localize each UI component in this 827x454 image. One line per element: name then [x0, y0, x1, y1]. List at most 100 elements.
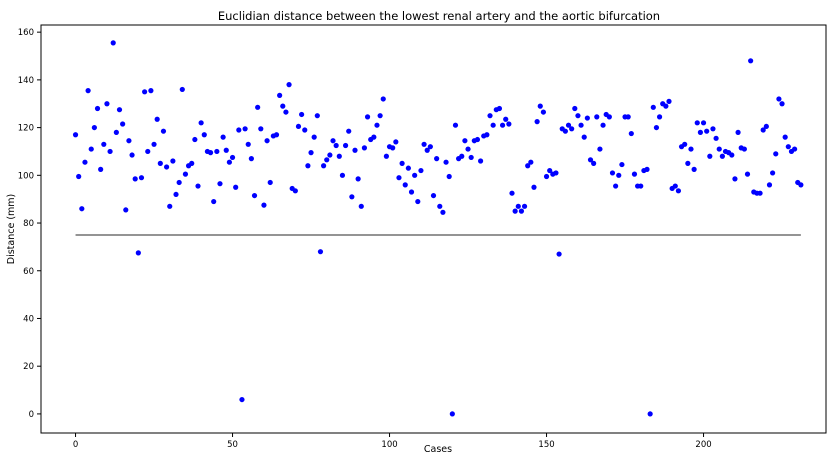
data-point: [245, 141, 251, 147]
data-point: [515, 203, 521, 209]
data-point: [418, 167, 424, 174]
data-point: [352, 147, 358, 153]
data-point: [773, 151, 779, 157]
data-point: [688, 146, 694, 152]
data-point: [321, 163, 327, 169]
data-point: [675, 188, 682, 194]
data-point: [584, 115, 590, 121]
data-point: [518, 208, 525, 214]
y-tick-label: 140: [18, 76, 34, 86]
data-point: [770, 170, 776, 176]
data-point: [364, 114, 371, 120]
data-point: [779, 101, 785, 107]
y-tick-label: 20: [23, 362, 34, 372]
data-point: [581, 134, 587, 140]
x-tick-label: 0: [73, 440, 78, 450]
data-point: [591, 160, 597, 166]
data-point: [151, 141, 157, 147]
data-point: [390, 145, 396, 151]
data-point: [402, 182, 408, 188]
x-tick-label: 150: [538, 440, 554, 450]
data-point: [644, 166, 650, 172]
data-point: [201, 132, 207, 138]
y-tick-label: 40: [23, 314, 34, 324]
data-point: [160, 128, 167, 134]
data-point: [537, 103, 543, 109]
data-point: [377, 113, 383, 119]
data-point: [424, 147, 430, 153]
data-point: [132, 176, 138, 182]
data-point: [694, 120, 700, 126]
data-point: [478, 158, 484, 164]
data-point: [569, 126, 575, 132]
data-point: [443, 159, 449, 165]
data-point: [503, 116, 509, 122]
data-point: [415, 198, 421, 205]
data-point: [594, 114, 600, 120]
data-point: [506, 121, 512, 127]
data-point: [302, 127, 308, 133]
data-point: [697, 129, 704, 135]
data-point: [223, 147, 229, 153]
data-point: [766, 182, 773, 188]
data-point: [465, 146, 471, 152]
data-point: [575, 113, 581, 119]
data-point: [349, 194, 355, 200]
data-point: [236, 127, 242, 133]
data-point: [255, 104, 261, 110]
data-point: [509, 190, 515, 196]
data-point: [295, 123, 302, 130]
y-tick-label: 100: [18, 171, 34, 181]
data-point: [126, 138, 132, 144]
data-point: [179, 86, 185, 93]
data-point: [330, 138, 336, 144]
data-point: [176, 179, 182, 186]
data-point: [543, 173, 550, 180]
data-point: [104, 101, 110, 107]
data-point: [94, 105, 101, 112]
data-point: [729, 152, 735, 158]
data-point: [358, 203, 364, 209]
data-point: [148, 88, 154, 94]
data-point: [613, 183, 619, 189]
data-point: [556, 251, 562, 257]
data-point: [653, 124, 660, 131]
data-point: [277, 92, 283, 98]
data-point: [578, 122, 584, 128]
data-point: [685, 160, 691, 166]
data-point: [207, 150, 214, 156]
data-point: [553, 170, 559, 176]
data-point: [182, 171, 189, 177]
data-point: [324, 157, 330, 163]
data-point: [656, 114, 663, 120]
data-point: [760, 127, 766, 133]
data-point: [434, 156, 440, 162]
data-point: [606, 114, 612, 120]
data-point: [682, 141, 688, 147]
data-point: [713, 135, 719, 141]
data-point: [782, 134, 788, 140]
x-tick-label: 200: [695, 440, 711, 450]
y-axis-label: Distance (mm): [6, 194, 17, 264]
data-point: [76, 173, 82, 180]
x-tick-label: 50: [227, 440, 238, 450]
data-point: [72, 132, 79, 138]
data-point: [226, 159, 232, 165]
data-point: [342, 142, 349, 149]
data-point: [647, 411, 653, 417]
data-point: [484, 132, 490, 138]
data-point: [572, 105, 578, 112]
data-point: [273, 132, 280, 138]
data-point: [405, 165, 411, 171]
data-point: [666, 98, 672, 104]
data-point: [792, 146, 798, 152]
data-point: [663, 103, 669, 109]
data-point: [528, 159, 534, 165]
data-point: [251, 192, 258, 199]
data-point: [609, 170, 616, 176]
data-point: [672, 183, 678, 189]
plot-area-frame: [40, 24, 827, 434]
data-point: [531, 184, 537, 190]
data-point: [167, 203, 173, 209]
